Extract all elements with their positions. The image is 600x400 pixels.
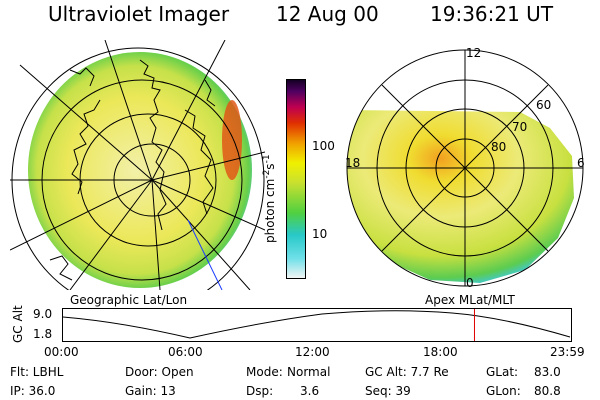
intensity-colorbar — [286, 79, 306, 279]
ip-info: IP: 36.0 — [10, 384, 56, 398]
dsp-label: Dsp: — [246, 384, 274, 398]
time-tick-1200: 12:00 — [295, 345, 330, 359]
colorbar-tick-10: 10 — [312, 227, 328, 241]
time-tick-0600: 06:00 — [168, 345, 203, 359]
colorbar-tick-100: 100 — [312, 139, 335, 153]
lat-lon-grid — [10, 40, 265, 290]
mlat-80-label: 80 — [491, 140, 507, 154]
altitude-high-tick: 9.0 — [33, 307, 53, 321]
time-tick-2359: 23:59 — [550, 345, 585, 359]
instrument-title: Ultraviolet Imager — [48, 2, 230, 26]
glat-label: GLat: — [486, 365, 519, 379]
mlt-6-label: 6 — [577, 156, 585, 170]
geographic-caption: Geographic Lat/Lon — [70, 293, 188, 307]
geographic-map-panel — [10, 40, 265, 290]
altitude-low-tick: 1.8 — [33, 327, 53, 341]
mlat-mlt-grid — [346, 49, 584, 287]
gain-info: Gain: 13 — [125, 384, 176, 398]
time-label: 19:36:21 UT — [430, 2, 554, 26]
mlt-18-label: 18 — [345, 156, 361, 170]
orbit-altitude-curve — [62, 310, 571, 339]
glon-value: 80.8 — [534, 384, 561, 398]
altitude-plot — [62, 308, 572, 342]
glat-value: 83.0 — [534, 365, 561, 379]
terminator-line — [187, 219, 223, 290]
glon-label: GLon: — [486, 384, 521, 398]
altitude-ylabel: GC Alt — [11, 305, 25, 343]
mode-label: Mode: — [246, 365, 283, 379]
mlt-12-label: 12 — [466, 46, 482, 60]
magnetic-polar-plot — [346, 49, 584, 287]
filter-info: Flt: LBHL — [10, 365, 64, 379]
coastlines — [49, 59, 216, 281]
gc-alt-info: GC Alt: 7.7 Re — [365, 365, 449, 379]
date-label: 12 Aug 00 — [276, 2, 379, 26]
time-tick-1800: 18:00 — [423, 345, 458, 359]
mode-value: Normal — [287, 365, 331, 379]
mlat-70-label: 70 — [512, 120, 528, 134]
dayside-brightening — [222, 100, 242, 180]
apex-caption: Apex MLat/MLT — [425, 293, 515, 307]
time-tick-0000: 00:00 — [44, 345, 79, 359]
seq-info: Seq: 39 — [365, 384, 411, 398]
colorbar-unit-label: photon cm-2s-1 — [262, 154, 277, 243]
door-info: Door: Open — [125, 365, 194, 379]
mlt-0-label: 0 — [466, 276, 474, 290]
dsp-value: 3.6 — [300, 384, 320, 398]
mlat-60-label: 60 — [536, 98, 552, 112]
